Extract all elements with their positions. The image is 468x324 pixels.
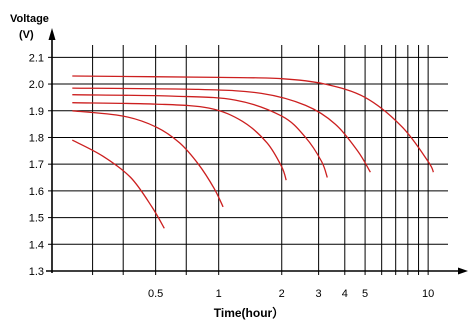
y-axis-arrow	[48, 28, 56, 40]
y-tick-label: 1.4	[29, 239, 44, 251]
x-tick-label: 1	[216, 288, 222, 300]
y-tick-label: 1.9	[29, 106, 44, 118]
y-axis-title-line2: (V)	[19, 29, 34, 41]
tick-labels: 1.3 1.4 1.5 1.6 1.7 1.8 1.9 2.0 2.1 0.5 1 2 3 4 5 10	[29, 52, 435, 300]
discharge-curve-6	[72, 75, 435, 173]
x-tick-label: 4	[342, 288, 348, 300]
x-tick-label: 3	[316, 288, 322, 300]
y-tick-label: 1.3	[29, 266, 44, 278]
y-tick-label: 1.5	[29, 213, 44, 225]
x-tick-label: 10	[422, 288, 434, 300]
discharge-curve-4	[72, 94, 328, 178]
x-tick-label: 0.5	[148, 288, 163, 300]
y-tick-label: 1.6	[29, 186, 44, 198]
discharge-curve-2	[72, 110, 224, 208]
discharge-curves	[71, 75, 435, 229]
y-tick-label: 1.7	[29, 159, 44, 171]
y-tick-label: 2.0	[29, 79, 44, 91]
axes	[46, 28, 468, 275]
discharge-curve-5	[72, 87, 371, 173]
x-axis-title: Time(hour）	[214, 305, 284, 320]
y-tick-label: 2.1	[29, 52, 44, 64]
x-axis-arrow	[458, 267, 468, 275]
y-tick-label: 1.8	[29, 132, 44, 144]
x-tick-label: 5	[362, 288, 368, 300]
discharge-curve-1	[71, 139, 165, 229]
y-axis-title-line1: Voltage	[10, 13, 49, 25]
discharge-curve-3	[72, 102, 287, 181]
x-tick-label: 2	[279, 288, 285, 300]
grid	[52, 45, 448, 275]
